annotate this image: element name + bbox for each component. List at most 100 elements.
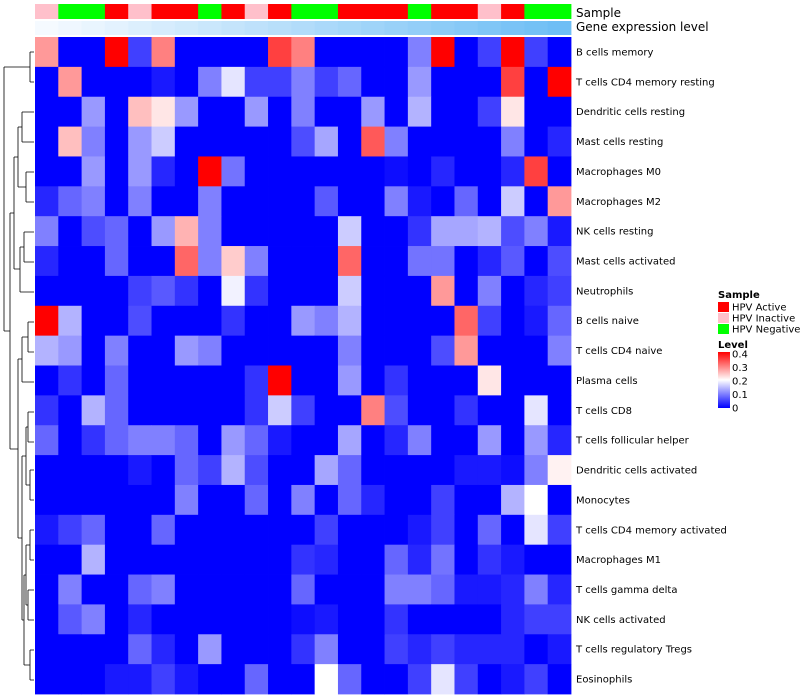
- heatmap-cell: [174, 156, 199, 187]
- gene-annotation-cell: [81, 21, 106, 35]
- heatmap-cell: [174, 66, 199, 98]
- heatmap-cell: [501, 156, 525, 187]
- legend-level-tick: 0.1: [732, 390, 748, 401]
- heatmap-cell: [361, 514, 385, 546]
- gene-annotation-cell: [221, 21, 246, 35]
- heatmap-cell: [291, 246, 316, 277]
- legend-sample-swatch: [718, 324, 729, 334]
- heatmap-cell: [151, 425, 176, 456]
- heatmap-cell: [431, 395, 455, 426]
- heatmap-cell: [268, 484, 292, 516]
- heatmap-cell: [104, 156, 129, 187]
- heatmap-cell: [151, 365, 176, 396]
- heatmap-cell: [221, 37, 246, 68]
- legend-sample-entry: HPV Active: [732, 303, 787, 314]
- heatmap-cell: [477, 246, 502, 277]
- heatmap-cell: [501, 275, 525, 307]
- heatmap-cell: [198, 246, 222, 277]
- heatmap-cell: [454, 156, 479, 187]
- heatmap-cell: [407, 664, 432, 695]
- heatmap-cell: [454, 275, 479, 307]
- heatmap-cell: [221, 484, 246, 516]
- heatmap-cell: [361, 395, 385, 426]
- heatmap-cell: [314, 425, 339, 456]
- gene-annotation-label: Gene expression level: [576, 20, 709, 34]
- heatmap-cell: [268, 365, 292, 396]
- gene-annotation-cell: [547, 21, 572, 35]
- heatmap-cell: [501, 186, 525, 217]
- heatmap-cell: [58, 514, 83, 546]
- heatmap-cell: [151, 574, 176, 605]
- heatmap-cell: [384, 574, 409, 605]
- heatmap-cell: [314, 186, 339, 217]
- heatmap-cell: [35, 574, 59, 605]
- heatmap-cell: [151, 544, 176, 575]
- row-label: T cells CD8: [575, 406, 632, 417]
- heatmap-cell: [291, 66, 316, 98]
- heatmap-cell: [337, 634, 362, 665]
- heatmap-cell: [244, 455, 269, 486]
- heatmap-cell: [384, 514, 409, 546]
- heatmap-cell: [151, 156, 176, 187]
- heatmap-cell: [35, 335, 59, 366]
- heatmap-cell: [35, 425, 59, 456]
- heatmap-cell: [291, 544, 316, 575]
- row-label: Mast cells activated: [576, 256, 675, 267]
- heatmap-cell: [337, 96, 362, 127]
- heatmap-cell: [361, 305, 385, 337]
- heatmap-cell: [221, 514, 246, 546]
- heatmap-cell: [524, 186, 549, 217]
- heatmap-cell: [477, 544, 502, 575]
- heatmap-cell: [314, 96, 339, 127]
- heatmap-cell: [454, 604, 479, 635]
- heatmap-cell: [337, 425, 362, 456]
- heatmap-cell: [291, 574, 316, 605]
- heatmap-cell: [268, 66, 292, 98]
- heatmap-cell: [454, 37, 479, 68]
- heatmap-cell: [244, 156, 269, 187]
- heatmap-cell: [35, 246, 59, 277]
- heatmap-cell: [104, 216, 129, 247]
- heatmap-cell: [524, 275, 549, 307]
- sample-annotation-cell: [547, 4, 572, 19]
- heatmap-cell: [221, 664, 246, 695]
- heatmap-cell: [431, 425, 455, 456]
- heatmap-cell: [174, 335, 199, 366]
- heatmap-cell: [58, 574, 83, 605]
- heatmap-cell: [174, 126, 199, 157]
- heatmap-cell: [361, 455, 385, 486]
- heatmap-cell: [198, 484, 222, 516]
- heatmap-cell: [314, 156, 339, 187]
- heatmap-cell: [291, 634, 316, 665]
- heatmap-cell: [244, 216, 269, 247]
- heatmap-cell: [501, 216, 525, 247]
- sample-annotation-bar: [35, 4, 572, 19]
- heatmap-cell: [407, 395, 432, 426]
- heatmap-cell: [221, 246, 246, 277]
- heatmap-cell: [291, 365, 316, 396]
- heatmap-cell: [384, 96, 409, 127]
- legend-level-tick: 0.4: [732, 350, 748, 361]
- heatmap-cell: [198, 455, 222, 486]
- heatmap-cell: [337, 664, 362, 695]
- heatmap-cell: [81, 275, 106, 307]
- heatmap-cell: [501, 604, 525, 635]
- heatmap-cell: [291, 156, 316, 187]
- heatmap-cell: [151, 335, 176, 366]
- heatmap-cell: [524, 335, 549, 366]
- heatmap-cell: [244, 514, 269, 546]
- heatmap-cell: [314, 246, 339, 277]
- heatmap-cell: [524, 305, 549, 337]
- heatmap-cell: [198, 37, 222, 68]
- heatmap-cell: [431, 604, 455, 635]
- row-label: Dendritic cells activated: [576, 466, 697, 477]
- heatmap-cell: [198, 66, 222, 98]
- heatmap-cell: [337, 395, 362, 426]
- heatmap-cell: [314, 514, 339, 546]
- heatmap-cell: [268, 514, 292, 546]
- heatmap-cell: [384, 186, 409, 217]
- row-label: Macrophages M0: [576, 167, 661, 178]
- heatmap-cell: [314, 37, 339, 68]
- heatmap-cell: [81, 37, 106, 68]
- heatmap-cell: [151, 96, 176, 127]
